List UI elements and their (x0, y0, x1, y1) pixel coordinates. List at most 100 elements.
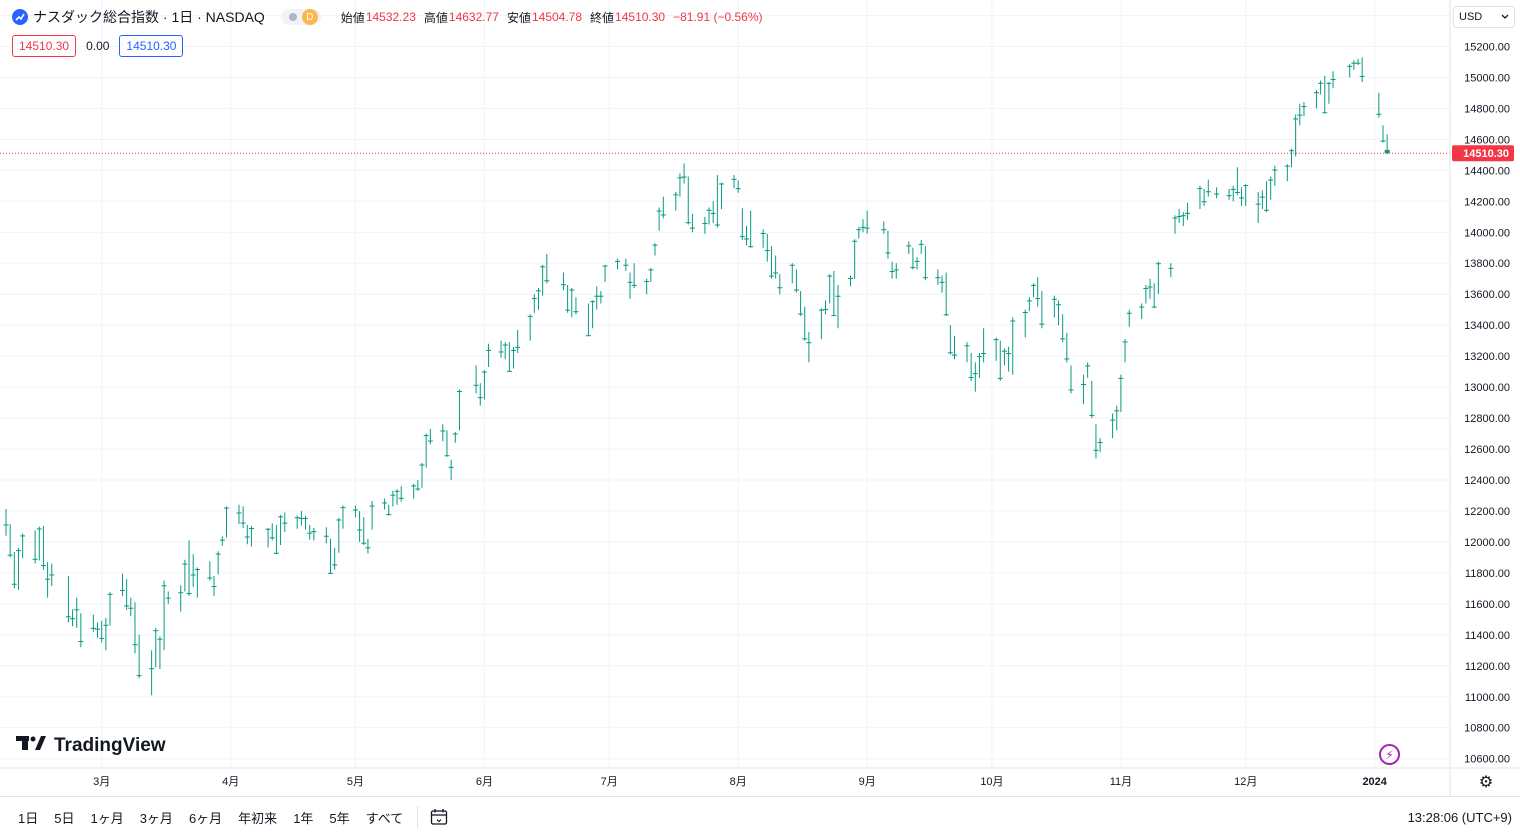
buy-price-button[interactable]: 14510.30 (119, 35, 184, 57)
range-3m-button[interactable]: 3ヶ月 (139, 810, 173, 826)
candle (569, 288, 575, 318)
market-status-pill[interactable]: D (280, 9, 321, 25)
candle (1022, 309, 1028, 338)
candle (336, 517, 342, 553)
candle-body (303, 517, 309, 519)
candle (906, 241, 912, 254)
candle-body (964, 345, 970, 347)
range-1m-button[interactable]: 1ヶ月 (90, 810, 124, 826)
candle (70, 609, 76, 627)
range-5d-button[interactable]: 5日 (54, 810, 75, 826)
candle-body (1176, 216, 1182, 217)
tradingview-logo[interactable]: TradingView (16, 734, 166, 758)
candle-body (947, 352, 953, 354)
candle-body (78, 641, 84, 643)
candle (852, 239, 858, 279)
candle (369, 500, 375, 530)
candle-body (744, 238, 750, 240)
candle (240, 506, 246, 528)
range-5y-button[interactable]: 5年 (329, 810, 350, 826)
candle-body (660, 214, 666, 216)
candle (535, 288, 541, 310)
range-6m-button[interactable]: 6ヶ月 (188, 810, 223, 826)
candle-body (885, 252, 891, 254)
candle-body (594, 295, 600, 297)
candle (702, 216, 708, 234)
clock[interactable]: 13:28:06 (UTC+9) (1407, 810, 1512, 825)
candle-body (423, 435, 429, 437)
candle (149, 650, 155, 696)
candle (119, 573, 125, 597)
candle (831, 270, 837, 317)
candle (365, 538, 371, 554)
candle (935, 269, 941, 285)
time-tick-label: 12月 (1234, 776, 1257, 788)
candle (1118, 374, 1124, 412)
price-axis[interactable]: 15400.0015200.0015000.0014800.0014600.00… (1449, 0, 1510, 796)
range-ytd-button[interactable]: 年初来 (238, 810, 278, 826)
candle (357, 510, 363, 542)
gear-icon[interactable]: ⚙ (1478, 774, 1494, 791)
currency-select[interactable]: USD (1453, 6, 1515, 28)
candle-body (806, 342, 812, 344)
candle (1147, 278, 1153, 299)
candle (952, 336, 958, 360)
candle (1031, 283, 1037, 298)
candle (1110, 413, 1116, 439)
candle (515, 329, 521, 354)
candle (1205, 179, 1211, 197)
range-all-button[interactable]: すべて (365, 810, 404, 826)
candle (1330, 71, 1336, 89)
price-tick-label: 10800.00 (1464, 723, 1510, 735)
candle (423, 433, 429, 468)
candle-body (535, 290, 541, 292)
range-1d-button[interactable]: 1日 (18, 810, 39, 826)
candle-body (481, 371, 487, 373)
candle-body (1151, 306, 1157, 308)
candle-body (515, 346, 521, 348)
sell-price-button[interactable]: 14510.30 (12, 35, 77, 57)
candle (1168, 263, 1174, 278)
candle-body (889, 270, 895, 272)
range-1y-button[interactable]: 1年 (293, 810, 314, 826)
price-tick-label: 15200.00 (1464, 41, 1510, 53)
price-tick-label: 12600.00 (1464, 444, 1510, 456)
price-tick-label: 11400.00 (1465, 630, 1510, 642)
candle-body (207, 577, 213, 579)
candle-body (939, 281, 945, 283)
candle-body (307, 532, 313, 534)
candle-body (1359, 75, 1365, 77)
candle (282, 512, 288, 532)
candle-body (382, 502, 388, 504)
price-tick-label: 11600.00 (1465, 599, 1510, 611)
candle (802, 306, 808, 341)
candle-body (831, 315, 837, 317)
symbol-title[interactable]: ナスダック総合指数 · 1日 · NASDAQ (33, 9, 265, 25)
candle-body (710, 212, 716, 214)
candle-body (448, 466, 454, 468)
candle-body (731, 178, 737, 180)
candle (248, 525, 254, 547)
candle-body (511, 349, 517, 351)
candle-body (1376, 113, 1382, 115)
candle-body (186, 593, 192, 595)
lightning-icon[interactable]: ⚡ (1379, 744, 1400, 765)
candle (885, 230, 891, 259)
calendar-icon[interactable] (426, 804, 452, 830)
candle-body (1243, 185, 1249, 187)
price-tick-label: 14800.00 (1464, 103, 1510, 115)
spread-value: 0.00 (86, 39, 110, 53)
bottom-toolbar: 1日 5日 1ヶ月 3ヶ月 6ヶ月 年初来 1年 5年 すべて 13:28:06… (0, 796, 1520, 837)
candle-body (1064, 358, 1070, 360)
candle-body (631, 284, 637, 286)
candle (531, 294, 537, 313)
candle-body (818, 309, 824, 311)
candle-body (7, 554, 13, 556)
candlestick-chart[interactable]: 14510.30 15400.0015200.0015000.0014800.0… (0, 0, 1520, 796)
candle (194, 567, 200, 598)
candle (943, 272, 949, 316)
candle (602, 264, 608, 282)
candle-body (798, 313, 804, 315)
time-axis[interactable]: 3月 4月 5月 6月 7月 8月 9月 10月 11月 12月 2024 (0, 767, 1520, 788)
